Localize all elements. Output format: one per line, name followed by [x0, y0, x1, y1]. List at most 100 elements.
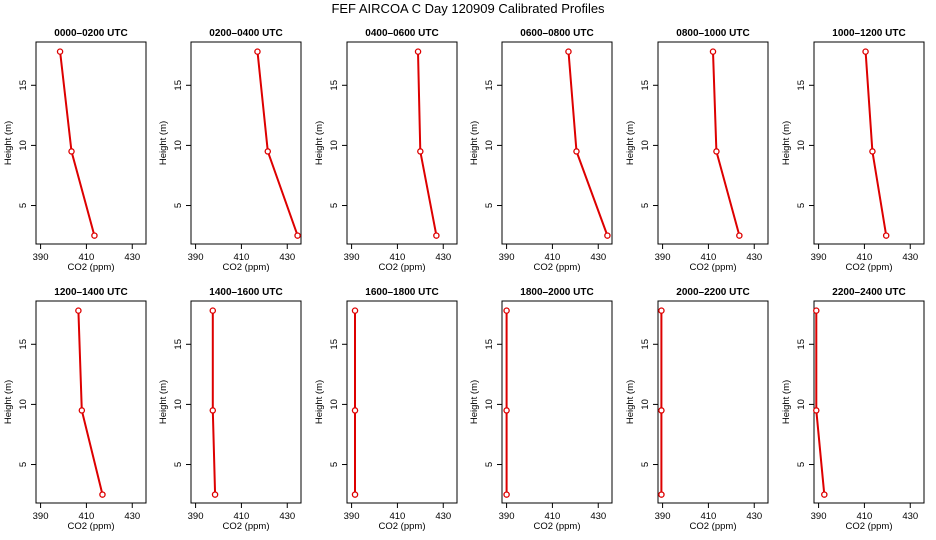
- x-tick-label: 410: [389, 511, 405, 522]
- x-tick-label: 390: [655, 511, 671, 522]
- y-axis-label: Height (m): [314, 121, 325, 165]
- panel-title: 1200–1400 UTC: [54, 287, 127, 298]
- plot-frame: [501, 300, 613, 504]
- chart-panel: 0400–0600 UTC 390 410 430 5 10 15 CO2 (ppm) Heig…: [314, 28, 458, 273]
- y-tick-label: 15: [329, 339, 340, 350]
- x-tick-label: 410: [700, 252, 716, 263]
- x-axis-label: CO2 (ppm): [379, 262, 426, 273]
- x-tick-label: 390: [33, 252, 49, 263]
- y-tick-label: 10: [640, 140, 651, 151]
- panel-title: 0600–0800 UTC: [520, 28, 593, 39]
- data-point: [91, 232, 98, 239]
- data-point: [869, 148, 876, 155]
- y-tick-label: 15: [484, 80, 495, 91]
- data-point: [713, 148, 720, 155]
- data-point: [433, 232, 440, 239]
- x-axis-label: CO2 (ppm): [379, 521, 426, 532]
- y-tick-label: 5: [329, 462, 340, 467]
- y-tick-label: 15: [329, 80, 340, 91]
- x-tick-label: 430: [435, 252, 451, 263]
- data-point: [503, 407, 510, 414]
- y-axis-label: Height (m): [781, 121, 792, 165]
- chart-panel: 1800–2000 UTC 390 410 430 5 10 15 CO2 (ppm) Heig…: [469, 287, 613, 532]
- series-line: [567, 51, 609, 236]
- data-point: [813, 407, 820, 414]
- data-point: [294, 232, 301, 239]
- series-line: [59, 51, 96, 236]
- data-point: [211, 491, 219, 498]
- series-line: [256, 51, 299, 236]
- data-point: [254, 48, 261, 55]
- x-tick-label: 430: [590, 511, 606, 522]
- y-tick-label: 10: [173, 140, 184, 151]
- data-point: [99, 491, 106, 498]
- data-point: [882, 232, 890, 239]
- data-point: [658, 407, 665, 414]
- chart-panel: 0600–0800 UTC 390 410 430 5 10 15 CO2 (ppm) Heig…: [469, 28, 613, 273]
- y-tick-label: 5: [329, 203, 340, 208]
- y-axis-label: Height (m): [625, 121, 636, 165]
- x-tick-label: 390: [499, 252, 515, 263]
- y-tick-label: 10: [329, 399, 340, 410]
- data-point: [821, 491, 828, 498]
- panel-title: 2200–2400 UTC: [832, 287, 905, 298]
- data-point: [56, 48, 64, 55]
- x-tick-label: 430: [746, 511, 762, 522]
- y-tick-label: 15: [173, 339, 184, 350]
- y-tick-label: 5: [18, 203, 29, 208]
- x-tick-label: 430: [279, 252, 295, 263]
- y-tick-label: 10: [484, 140, 495, 151]
- x-tick-label: 390: [655, 252, 671, 263]
- panel-title: 1800–2000 UTC: [520, 287, 593, 298]
- x-axis-label: CO2 (ppm): [690, 521, 737, 532]
- y-tick-label: 5: [796, 203, 807, 208]
- panel-title: 1600–1800 UTC: [365, 287, 438, 298]
- plot-frame: [657, 300, 769, 504]
- y-tick-label: 15: [796, 339, 807, 350]
- x-tick-label: 430: [124, 252, 140, 263]
- series-line: [417, 51, 438, 236]
- chart-panel: 1600–1800 UTC 390 410 430 5 10 15 CO2 (ppm) Heig…: [314, 287, 458, 532]
- panel-title: 1000–1200 UTC: [832, 28, 905, 39]
- data-point: [68, 148, 75, 155]
- data-point: [503, 307, 510, 314]
- series-line: [211, 310, 217, 495]
- y-axis-label: Height (m): [625, 380, 636, 424]
- data-point: [209, 307, 217, 314]
- y-tick-label: 15: [173, 80, 184, 91]
- y-tick-label: 10: [173, 399, 184, 410]
- data-point: [565, 48, 572, 55]
- y-tick-label: 15: [796, 80, 807, 91]
- x-tick-label: 390: [33, 511, 49, 522]
- data-point: [209, 407, 217, 414]
- y-tick-label: 5: [796, 462, 807, 467]
- plot-frame: [190, 300, 302, 504]
- chart-panel: 1000–1200 UTC 390 410 430 5 10 15 CO2 (ppm) Heig…: [781, 28, 925, 273]
- x-tick-label: 430: [590, 252, 606, 263]
- data-point: [503, 491, 510, 498]
- x-tick-label: 410: [389, 252, 405, 263]
- y-axis-label: Height (m): [314, 380, 325, 424]
- y-tick-label: 5: [18, 462, 29, 467]
- y-axis-label: Height (m): [469, 121, 480, 165]
- series-line: [864, 51, 888, 236]
- x-tick-label: 410: [78, 252, 94, 263]
- data-point: [658, 307, 665, 314]
- data-point: [417, 148, 424, 155]
- chart-panel: 2200–2400 UTC 390 410 430 5 10 15 CO2 (ppm) Heig…: [781, 287, 925, 532]
- panel-grid: 0000–0200 UTC 390 410 430 5 10 15 CO2 (ppm) Heig…: [3, 28, 925, 532]
- x-tick-label: 390: [344, 252, 360, 263]
- y-tick-label: 10: [796, 140, 807, 151]
- y-tick-label: 15: [640, 80, 651, 91]
- y-axis-label: Height (m): [3, 380, 14, 424]
- data-point: [414, 48, 422, 55]
- chart-panel: 0200–0400 UTC 390 410 430 5 10 15 CO2 (ppm) Heig…: [158, 28, 302, 273]
- plot-frame: [190, 41, 302, 245]
- x-axis-label: CO2 (ppm): [846, 262, 893, 273]
- plot-frame: [657, 41, 769, 245]
- x-tick-label: 390: [344, 511, 360, 522]
- x-tick-label: 430: [435, 511, 451, 522]
- data-point: [604, 232, 611, 239]
- plot-frame: [35, 41, 147, 245]
